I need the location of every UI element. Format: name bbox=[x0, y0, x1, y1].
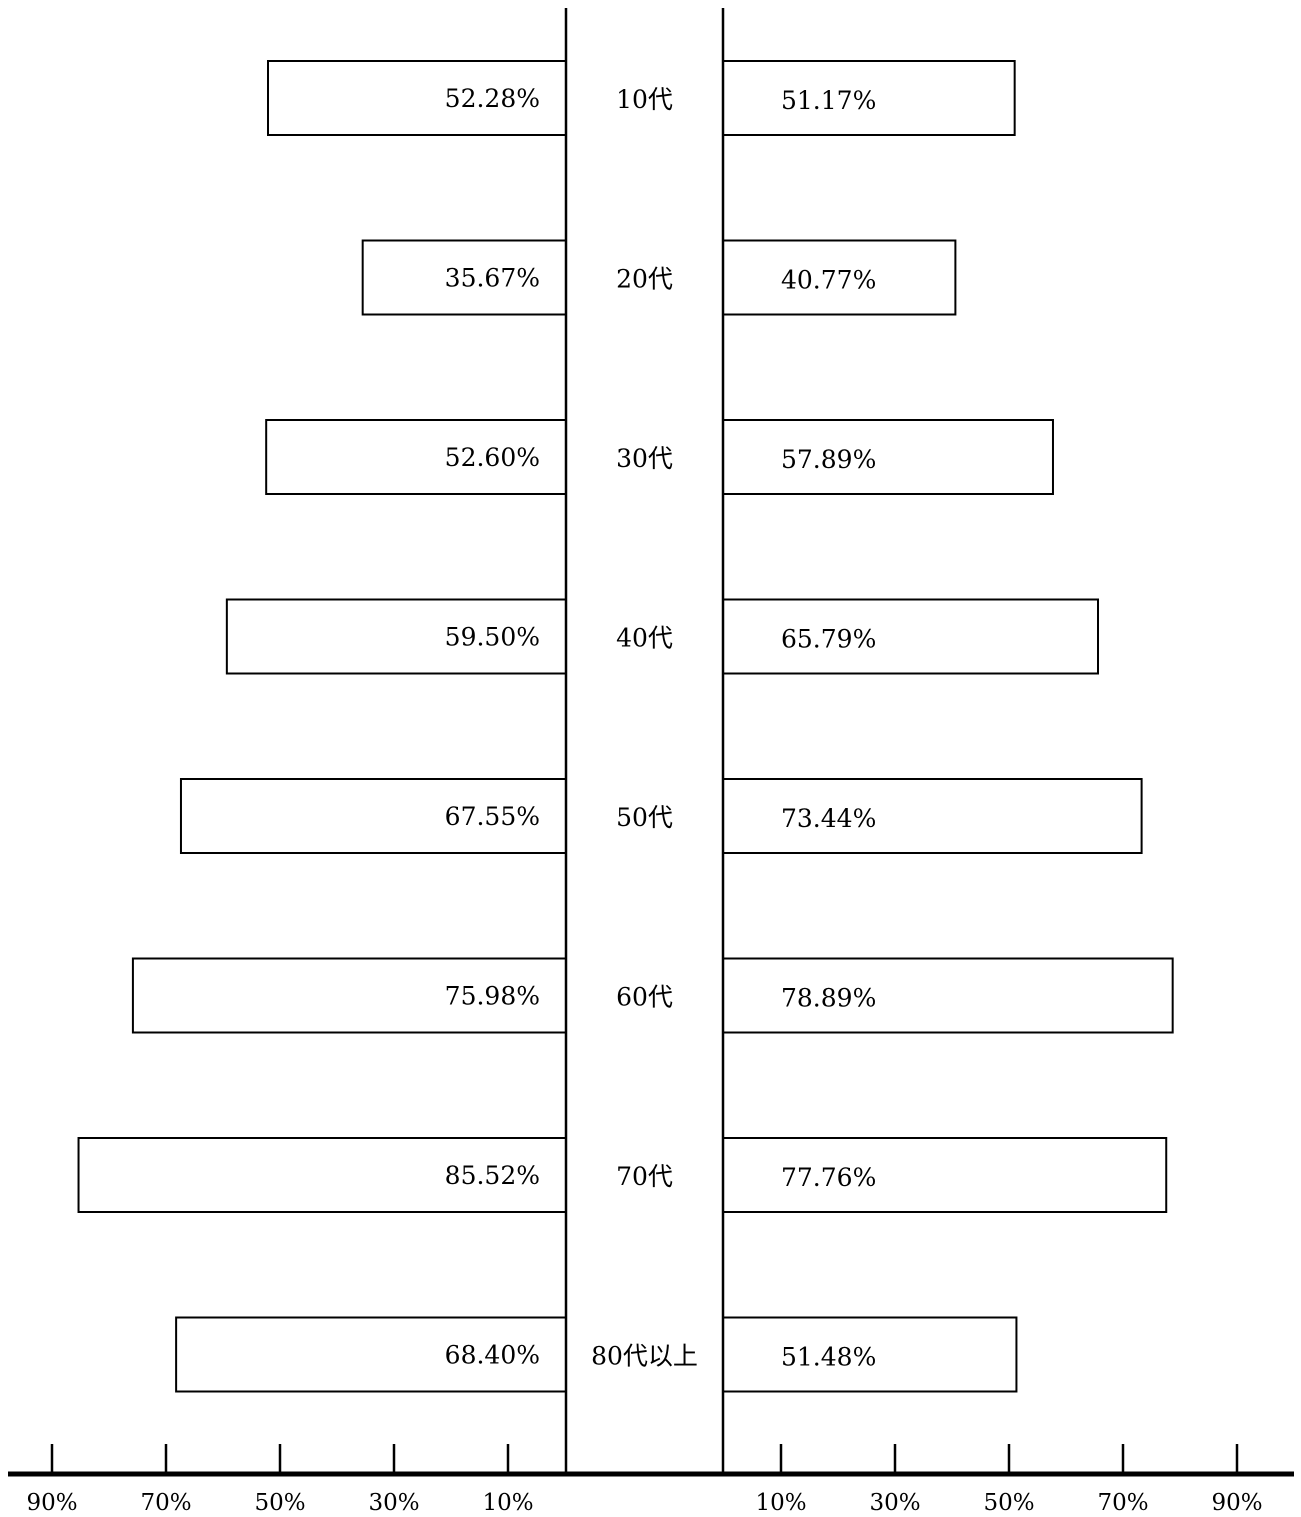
data-label-right-6: 77.76% bbox=[781, 1163, 876, 1192]
data-label-right-1: 40.77% bbox=[781, 266, 876, 295]
data-label-left-3: 59.50% bbox=[445, 623, 540, 652]
bar-right-2 bbox=[722, 419, 1054, 495]
data-label-right-7: 51.48% bbox=[781, 1343, 876, 1372]
data-label-left-2: 52.60% bbox=[445, 443, 540, 472]
data-label-left-7: 68.40% bbox=[445, 1341, 540, 1370]
data-label-left-6: 85.52% bbox=[445, 1161, 540, 1190]
category-label-7: 80代以上 bbox=[591, 1342, 698, 1371]
data-label-right-4: 73.44% bbox=[781, 804, 876, 833]
bar-right-6 bbox=[722, 1137, 1168, 1213]
axes-layer bbox=[8, 8, 1294, 1477]
tick-label-left-1: 30% bbox=[368, 1490, 419, 1516]
data-label-right-2: 57.89% bbox=[781, 445, 876, 474]
tick-label-right-2: 50% bbox=[983, 1490, 1034, 1516]
bar-right-7 bbox=[722, 1316, 1018, 1393]
tick-label-right-4: 90% bbox=[1211, 1490, 1262, 1516]
tick-label-left-0: 10% bbox=[482, 1490, 533, 1516]
data-label-right-5: 78.89% bbox=[781, 984, 876, 1013]
category-label-2: 30代 bbox=[616, 444, 673, 473]
bar-right-1 bbox=[722, 239, 957, 316]
category-label-6: 70代 bbox=[616, 1162, 673, 1191]
data-label-left-0: 52.28% bbox=[445, 84, 540, 113]
data-label-right-3: 65.79% bbox=[781, 625, 876, 654]
category-label-3: 40代 bbox=[616, 624, 673, 653]
tick-label-right-3: 70% bbox=[1097, 1490, 1148, 1516]
data-label-left-1: 35.67% bbox=[445, 264, 540, 293]
labels-layer: 52.28% 51.17% 10代 35.67% 40.77% 20代 52.60% 57.8… bbox=[26, 84, 1262, 1516]
bar-left-7 bbox=[175, 1316, 567, 1393]
bar-right-3 bbox=[722, 598, 1100, 675]
bar-right-0 bbox=[722, 60, 1016, 136]
bar-left-2 bbox=[265, 419, 567, 495]
tick-label-left-2: 50% bbox=[254, 1490, 305, 1516]
tick-label-right-1: 30% bbox=[869, 1490, 920, 1516]
tick-label-right-0: 10% bbox=[755, 1490, 806, 1516]
data-label-left-5: 75.98% bbox=[445, 982, 540, 1011]
category-label-4: 50代 bbox=[616, 803, 673, 832]
bar-left-0 bbox=[267, 60, 567, 136]
category-label-0: 10代 bbox=[616, 85, 673, 114]
bar-left-3 bbox=[225, 598, 567, 675]
bars-layer bbox=[77, 60, 1174, 1393]
bar-left-1 bbox=[361, 239, 567, 316]
bar-left-4 bbox=[179, 778, 567, 854]
bar-right-5 bbox=[722, 957, 1174, 1034]
bar-left-5 bbox=[131, 957, 567, 1034]
data-label-right-0: 51.17% bbox=[781, 86, 876, 115]
tick-label-left-4: 90% bbox=[26, 1490, 77, 1516]
tick-label-left-3: 70% bbox=[140, 1490, 191, 1516]
data-label-left-4: 67.55% bbox=[445, 802, 540, 831]
category-label-5: 60代 bbox=[616, 983, 673, 1012]
category-label-1: 20代 bbox=[616, 265, 673, 294]
